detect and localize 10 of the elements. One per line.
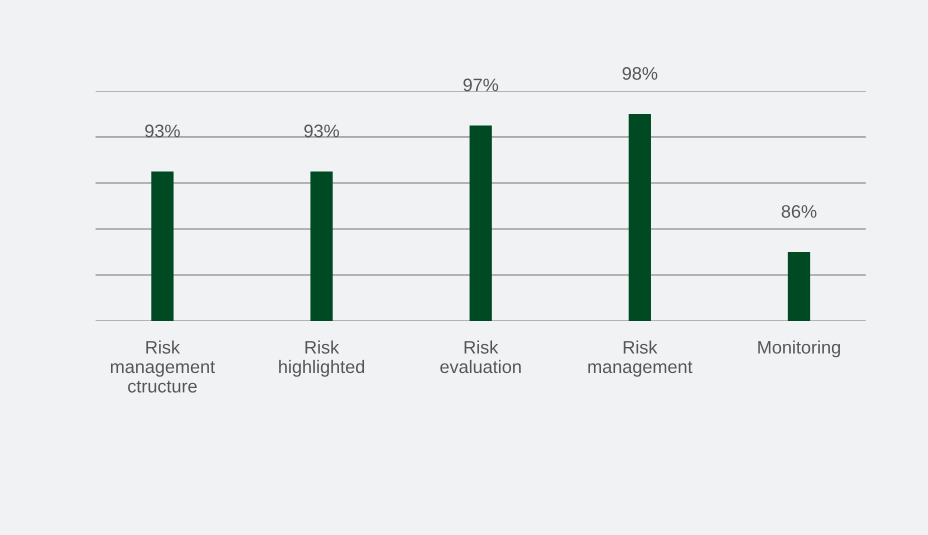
x-tick-label: Risk evaluation bbox=[440, 340, 521, 374]
data-label: 98% bbox=[622, 67, 658, 80]
data-label: 97% bbox=[463, 78, 498, 92]
x-tick-label: Risk highlighted bbox=[279, 340, 364, 377]
data-label: 93% bbox=[304, 124, 339, 138]
data-label: 93% bbox=[145, 124, 180, 138]
data-label: 86% bbox=[782, 205, 816, 218]
x-tick-label: Risk management ctructure bbox=[110, 340, 215, 393]
x-tick-label: Risk management bbox=[588, 340, 692, 377]
x-tick-label: Monitoring bbox=[758, 340, 840, 358]
